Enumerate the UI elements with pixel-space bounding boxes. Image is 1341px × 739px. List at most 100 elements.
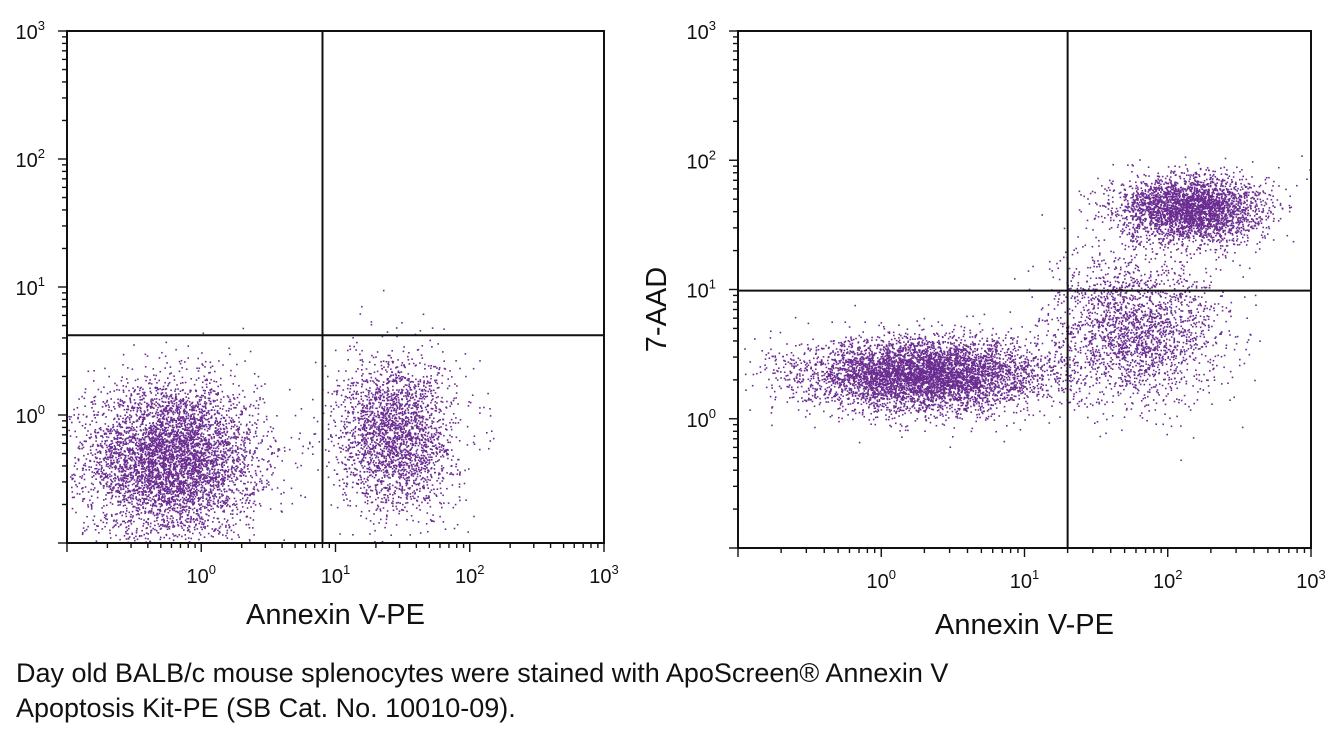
- data-point: [111, 494, 114, 497]
- data-point: [195, 465, 198, 468]
- data-point: [217, 529, 219, 532]
- data-point: [144, 427, 147, 429]
- data-point: [133, 468, 136, 470]
- data-point: [214, 422, 216, 424]
- data-point: [192, 427, 194, 430]
- data-point: [201, 469, 204, 471]
- data-point: [233, 491, 235, 494]
- data-point: [144, 511, 147, 513]
- data-point: [131, 533, 134, 535]
- data-point: [208, 421, 210, 423]
- data-point: [159, 431, 161, 433]
- data-point: [233, 497, 236, 500]
- data-point: [181, 470, 183, 472]
- data-point: [149, 458, 152, 460]
- data-point: [249, 421, 251, 423]
- data-point: [135, 474, 137, 476]
- data-point: [290, 487, 293, 490]
- data-point: [210, 424, 213, 426]
- data-point: [249, 540, 251, 542]
- data-point: [231, 425, 233, 428]
- data-point: [144, 451, 147, 453]
- data-point: [130, 523, 133, 525]
- data-point: [257, 490, 260, 492]
- data-point: [135, 420, 138, 423]
- data-point: [105, 517, 107, 520]
- data-point: [127, 481, 129, 484]
- data-point: [198, 532, 201, 534]
- data-point: [86, 415, 88, 418]
- data-point: [195, 396, 197, 398]
- data-point: [181, 450, 184, 452]
- data-point: [117, 418, 120, 420]
- data-point: [109, 446, 111, 448]
- data-point: [126, 465, 128, 467]
- data-point: [144, 481, 146, 484]
- data-point: [202, 460, 205, 462]
- data-point: [131, 532, 133, 535]
- data-point: [81, 395, 83, 398]
- data-point: [156, 453, 159, 456]
- data-point: [137, 407, 140, 409]
- data-point: [215, 461, 218, 463]
- data-point: [181, 522, 184, 525]
- data-point: [118, 453, 120, 456]
- data-point: [103, 477, 105, 480]
- data-point: [205, 460, 207, 462]
- data-point: [140, 403, 143, 405]
- data-point: [191, 409, 193, 412]
- data-point: [106, 513, 108, 516]
- data-point: [155, 401, 157, 403]
- data-point: [126, 491, 129, 494]
- data-point: [134, 389, 136, 391]
- data-point: [110, 463, 112, 465]
- data-point: [235, 444, 237, 447]
- data-point: [109, 464, 111, 467]
- data-point: [105, 498, 107, 500]
- data-point: [210, 462, 212, 465]
- data-point: [200, 399, 202, 401]
- data-point: [187, 447, 190, 450]
- data-point: [184, 459, 187, 461]
- data-point: [174, 495, 177, 497]
- data-point: [120, 478, 122, 481]
- data-point: [185, 488, 188, 490]
- data-point: [138, 393, 140, 395]
- data-point: [74, 480, 76, 483]
- data-point: [190, 443, 192, 445]
- data-point: [244, 471, 246, 474]
- data-point: [227, 441, 229, 443]
- data-point: [143, 416, 146, 419]
- data-point: [156, 472, 159, 475]
- data-point: [184, 448, 186, 451]
- data-point: [161, 480, 163, 483]
- data-point: [190, 439, 192, 442]
- data-point: [94, 529, 97, 531]
- data-point: [169, 441, 171, 444]
- data-point: [236, 458, 239, 460]
- data-point: [76, 407, 79, 409]
- data-point: [188, 457, 191, 459]
- data-point: [203, 439, 205, 441]
- data-point: [167, 471, 170, 473]
- data-point: [245, 499, 247, 502]
- data-point: [153, 445, 155, 447]
- data-point: [203, 438, 206, 440]
- data-point: [152, 436, 154, 438]
- data-point: [107, 463, 109, 465]
- data-point: [176, 406, 179, 409]
- data-point: [214, 420, 217, 422]
- data-point: [106, 399, 109, 402]
- data-point: [134, 429, 136, 431]
- data-point: [133, 390, 135, 393]
- data-point: [183, 409, 185, 412]
- data-point: [217, 502, 220, 504]
- data-point: [91, 471, 94, 473]
- data-point: [175, 461, 178, 463]
- data-point: [194, 405, 196, 407]
- data-point: [101, 471, 104, 474]
- data-point: [211, 460, 214, 462]
- data-point: [114, 480, 116, 482]
- data-point: [195, 483, 197, 486]
- data-point: [147, 443, 150, 445]
